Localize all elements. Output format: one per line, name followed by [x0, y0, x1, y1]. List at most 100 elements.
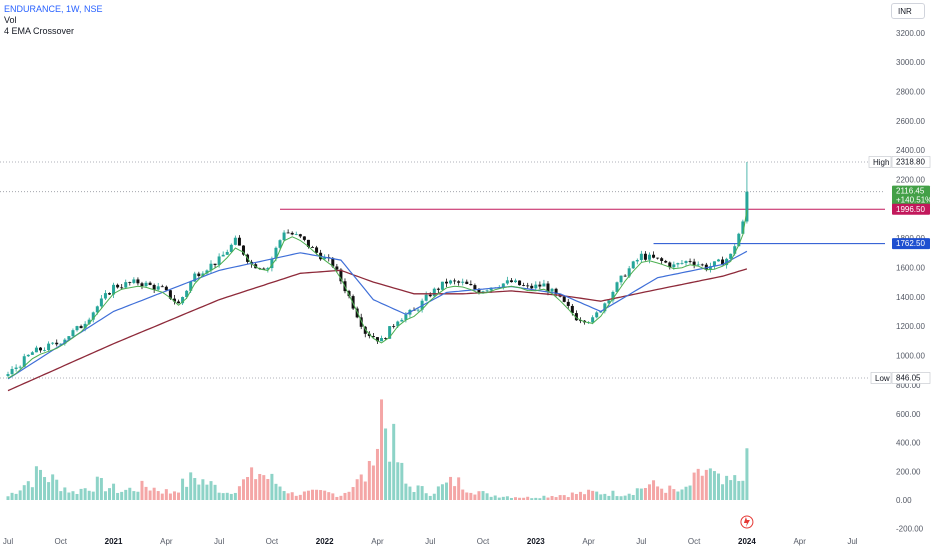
- volume-bar: [664, 492, 668, 500]
- candle-body: [241, 245, 245, 255]
- candle-body: [140, 283, 144, 287]
- volume-bar: [225, 492, 229, 500]
- volume-bar: [246, 477, 250, 500]
- volume-bar: [99, 478, 103, 500]
- volume-bar: [708, 468, 712, 500]
- candle-body: [449, 280, 453, 284]
- candle-body: [108, 293, 111, 295]
- earnings-event-icon[interactable]: [740, 515, 754, 529]
- volume-bar: [574, 494, 578, 500]
- volume-bar: [631, 494, 635, 500]
- volume-bar: [562, 495, 566, 500]
- candle-body: [266, 268, 270, 270]
- candle-body: [522, 285, 526, 286]
- volume-bar: [177, 492, 181, 500]
- candle-body: [745, 191, 749, 222]
- candle-body: [197, 273, 201, 276]
- volume-bar: [323, 490, 327, 500]
- volume-bar: [258, 473, 262, 500]
- time-axis-label: 2023: [527, 537, 545, 546]
- volume-bar: [95, 476, 99, 500]
- candle-body: [237, 237, 241, 246]
- volume-bar: [485, 493, 489, 500]
- volume-bar: [745, 448, 749, 500]
- volume-bar: [367, 460, 371, 500]
- volume-bar: [319, 490, 323, 500]
- high-price-tag: [892, 156, 930, 168]
- volume-bar: [302, 491, 306, 500]
- candle-body: [193, 273, 197, 282]
- candle-body: [444, 281, 448, 284]
- volume-bar: [79, 488, 83, 500]
- volume-bar: [55, 479, 59, 500]
- volume-bar: [254, 479, 258, 500]
- volume-bar: [440, 484, 444, 500]
- candle-body: [185, 290, 189, 298]
- volume-bar: [481, 491, 485, 500]
- candle-body: [22, 356, 26, 367]
- volume-bar: [526, 496, 530, 500]
- ema-long-line: [7, 268, 748, 392]
- volume-bar: [546, 497, 550, 500]
- candle-body: [302, 236, 306, 240]
- volume-bar: [108, 488, 111, 500]
- candle-body: [38, 347, 42, 351]
- candle-body: [83, 323, 87, 329]
- candle-body: [363, 326, 367, 334]
- volume-bar: [656, 486, 660, 500]
- volume-indicator-label[interactable]: Vol: [4, 15, 17, 25]
- volume-bar: [14, 493, 18, 500]
- candle-body: [323, 257, 327, 260]
- volume-bar: [197, 484, 201, 500]
- price-axis-tick: 3000.00: [896, 58, 925, 67]
- volume-bar: [116, 492, 120, 500]
- candle-body: [14, 367, 18, 369]
- volume-bar: [436, 486, 440, 500]
- volume-bar: [737, 481, 741, 500]
- volume-bar: [684, 486, 688, 500]
- candle-body: [566, 301, 570, 306]
- candle-body: [639, 253, 643, 261]
- volume-bar: [400, 462, 404, 500]
- volume-bar: [266, 479, 270, 500]
- volume-bar: [550, 496, 554, 500]
- volume-bar: [205, 484, 209, 500]
- candle-body: [623, 275, 627, 277]
- time-axis-label: 2024: [738, 537, 756, 546]
- volume-bar: [290, 492, 294, 500]
- volume-bar: [412, 492, 416, 500]
- resistance-price-tag: [892, 203, 930, 215]
- volume-bar: [514, 497, 517, 500]
- volume-bar: [75, 493, 79, 500]
- ema-indicator-label[interactable]: 4 EMA Crossover: [4, 26, 75, 36]
- high-label-box: [868, 156, 892, 168]
- currency-selector[interactable]: INR: [891, 3, 925, 19]
- volume-bar: [489, 496, 493, 500]
- price-axis-tick: 1600.00: [896, 263, 925, 272]
- candle-body: [144, 282, 148, 287]
- candle-body: [684, 261, 688, 263]
- volume-bar: [542, 495, 546, 500]
- candle-body: [229, 244, 233, 252]
- candle-body: [47, 343, 51, 351]
- candle-body: [286, 232, 290, 234]
- volume-bar: [583, 494, 587, 500]
- candle-body: [668, 262, 672, 268]
- candle-body: [10, 368, 14, 375]
- candle-body: [700, 264, 704, 266]
- candle-body: [75, 326, 79, 331]
- volume-bar: [185, 486, 189, 500]
- candle-body: [181, 297, 185, 304]
- symbol-title[interactable]: ENDURANCE, 1W, NSE: [4, 4, 103, 14]
- volume-bar: [497, 497, 501, 500]
- volume-bar: [351, 487, 355, 500]
- candle-body: [647, 254, 651, 260]
- candle-body: [737, 233, 741, 247]
- volume-bar: [453, 486, 457, 500]
- time-axis-label: 2022: [316, 537, 334, 546]
- candle-body: [152, 284, 156, 290]
- candle-body: [380, 338, 384, 342]
- candle-body: [168, 290, 172, 299]
